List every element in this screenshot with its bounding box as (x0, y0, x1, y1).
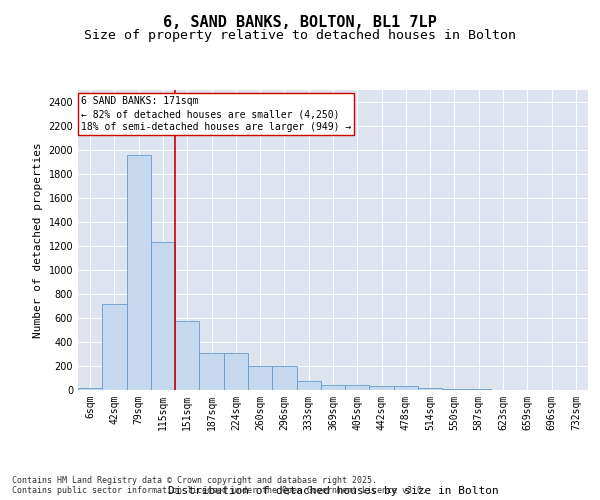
Text: Contains HM Land Registry data © Crown copyright and database right 2025.
Contai: Contains HM Land Registry data © Crown c… (12, 476, 427, 495)
Bar (321, 384, 345, 390)
X-axis label: Distribution of detached houses by size in Bolton: Distribution of detached houses by size … (167, 486, 499, 496)
Bar (199, 353, 224, 390)
Text: Size of property relative to detached houses in Bolton: Size of property relative to detached ho… (84, 28, 516, 42)
Bar (418, 388, 442, 390)
Bar (248, 366, 272, 390)
Bar (151, 242, 175, 390)
Bar (224, 353, 248, 390)
Text: 6 SAND BANKS: 171sqm
← 82% of detached houses are smaller (4,250)
18% of semi-de: 6 SAND BANKS: 171sqm ← 82% of detached h… (80, 96, 351, 132)
Bar (102, 304, 127, 390)
Bar (78, 388, 102, 390)
Bar (370, 386, 394, 390)
Bar (394, 386, 418, 390)
Y-axis label: Number of detached properties: Number of detached properties (33, 142, 43, 338)
Bar (442, 388, 467, 390)
Text: 6, SAND BANKS, BOLTON, BL1 7LP: 6, SAND BANKS, BOLTON, BL1 7LP (163, 15, 437, 30)
Bar (345, 385, 370, 390)
Bar (175, 321, 199, 390)
Bar (272, 366, 296, 390)
Bar (296, 381, 321, 390)
Bar (127, 155, 151, 390)
